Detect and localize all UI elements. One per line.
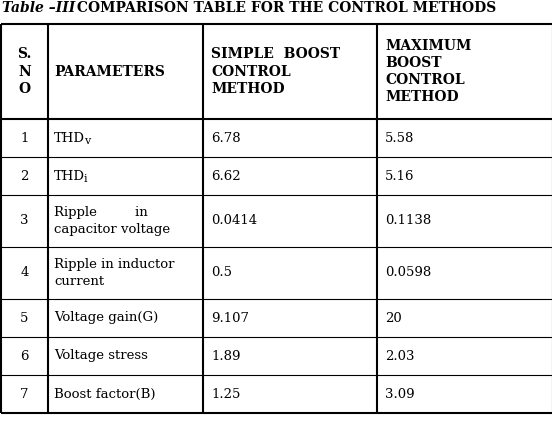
Text: 6.62: 6.62 bbox=[211, 170, 241, 183]
Text: 9.107: 9.107 bbox=[211, 312, 249, 325]
Text: 0.0414: 0.0414 bbox=[211, 214, 257, 227]
Text: 20: 20 bbox=[385, 312, 402, 325]
Text: 4: 4 bbox=[20, 266, 29, 279]
Text: 6.78: 6.78 bbox=[211, 132, 241, 145]
Text: 5: 5 bbox=[20, 312, 29, 325]
Text: 0.0598: 0.0598 bbox=[385, 266, 431, 279]
Text: COMPARISON TABLE FOR THE CONTROL METHODS: COMPARISON TABLE FOR THE CONTROL METHODS bbox=[72, 1, 496, 15]
Text: 2.03: 2.03 bbox=[385, 349, 415, 362]
Text: 0.1138: 0.1138 bbox=[385, 214, 431, 227]
Text: S.
N
O: S. N O bbox=[17, 47, 31, 96]
Text: 1.25: 1.25 bbox=[211, 388, 240, 401]
Text: THD: THD bbox=[54, 132, 85, 145]
Text: Boost factor(B): Boost factor(B) bbox=[54, 388, 156, 401]
Text: 1: 1 bbox=[20, 132, 29, 145]
Text: 5.16: 5.16 bbox=[385, 170, 415, 183]
Text: 3: 3 bbox=[20, 214, 29, 227]
Text: Ripple         in
capacitor voltage: Ripple in capacitor voltage bbox=[54, 206, 170, 236]
Text: v: v bbox=[84, 136, 90, 146]
Text: 5.58: 5.58 bbox=[385, 132, 415, 145]
Text: 6: 6 bbox=[20, 349, 29, 362]
Text: Table –III: Table –III bbox=[2, 1, 75, 15]
Text: 3.09: 3.09 bbox=[385, 388, 415, 401]
Text: Voltage stress: Voltage stress bbox=[54, 349, 148, 362]
Text: THD: THD bbox=[54, 170, 85, 183]
Text: i: i bbox=[84, 174, 88, 184]
Text: Voltage gain(G): Voltage gain(G) bbox=[54, 312, 158, 325]
Text: SIMPLE  BOOST
CONTROL
METHOD: SIMPLE BOOST CONTROL METHOD bbox=[211, 47, 340, 96]
Text: Ripple in inductor
current: Ripple in inductor current bbox=[54, 258, 174, 288]
Text: 0.5: 0.5 bbox=[211, 266, 232, 279]
Text: 1.89: 1.89 bbox=[211, 349, 241, 362]
Text: MAXIMUM
BOOST
CONTROL
METHOD: MAXIMUM BOOST CONTROL METHOD bbox=[385, 39, 471, 105]
Text: PARAMETERS: PARAMETERS bbox=[54, 65, 165, 79]
Text: 7: 7 bbox=[20, 388, 29, 401]
Text: 2: 2 bbox=[20, 170, 29, 183]
